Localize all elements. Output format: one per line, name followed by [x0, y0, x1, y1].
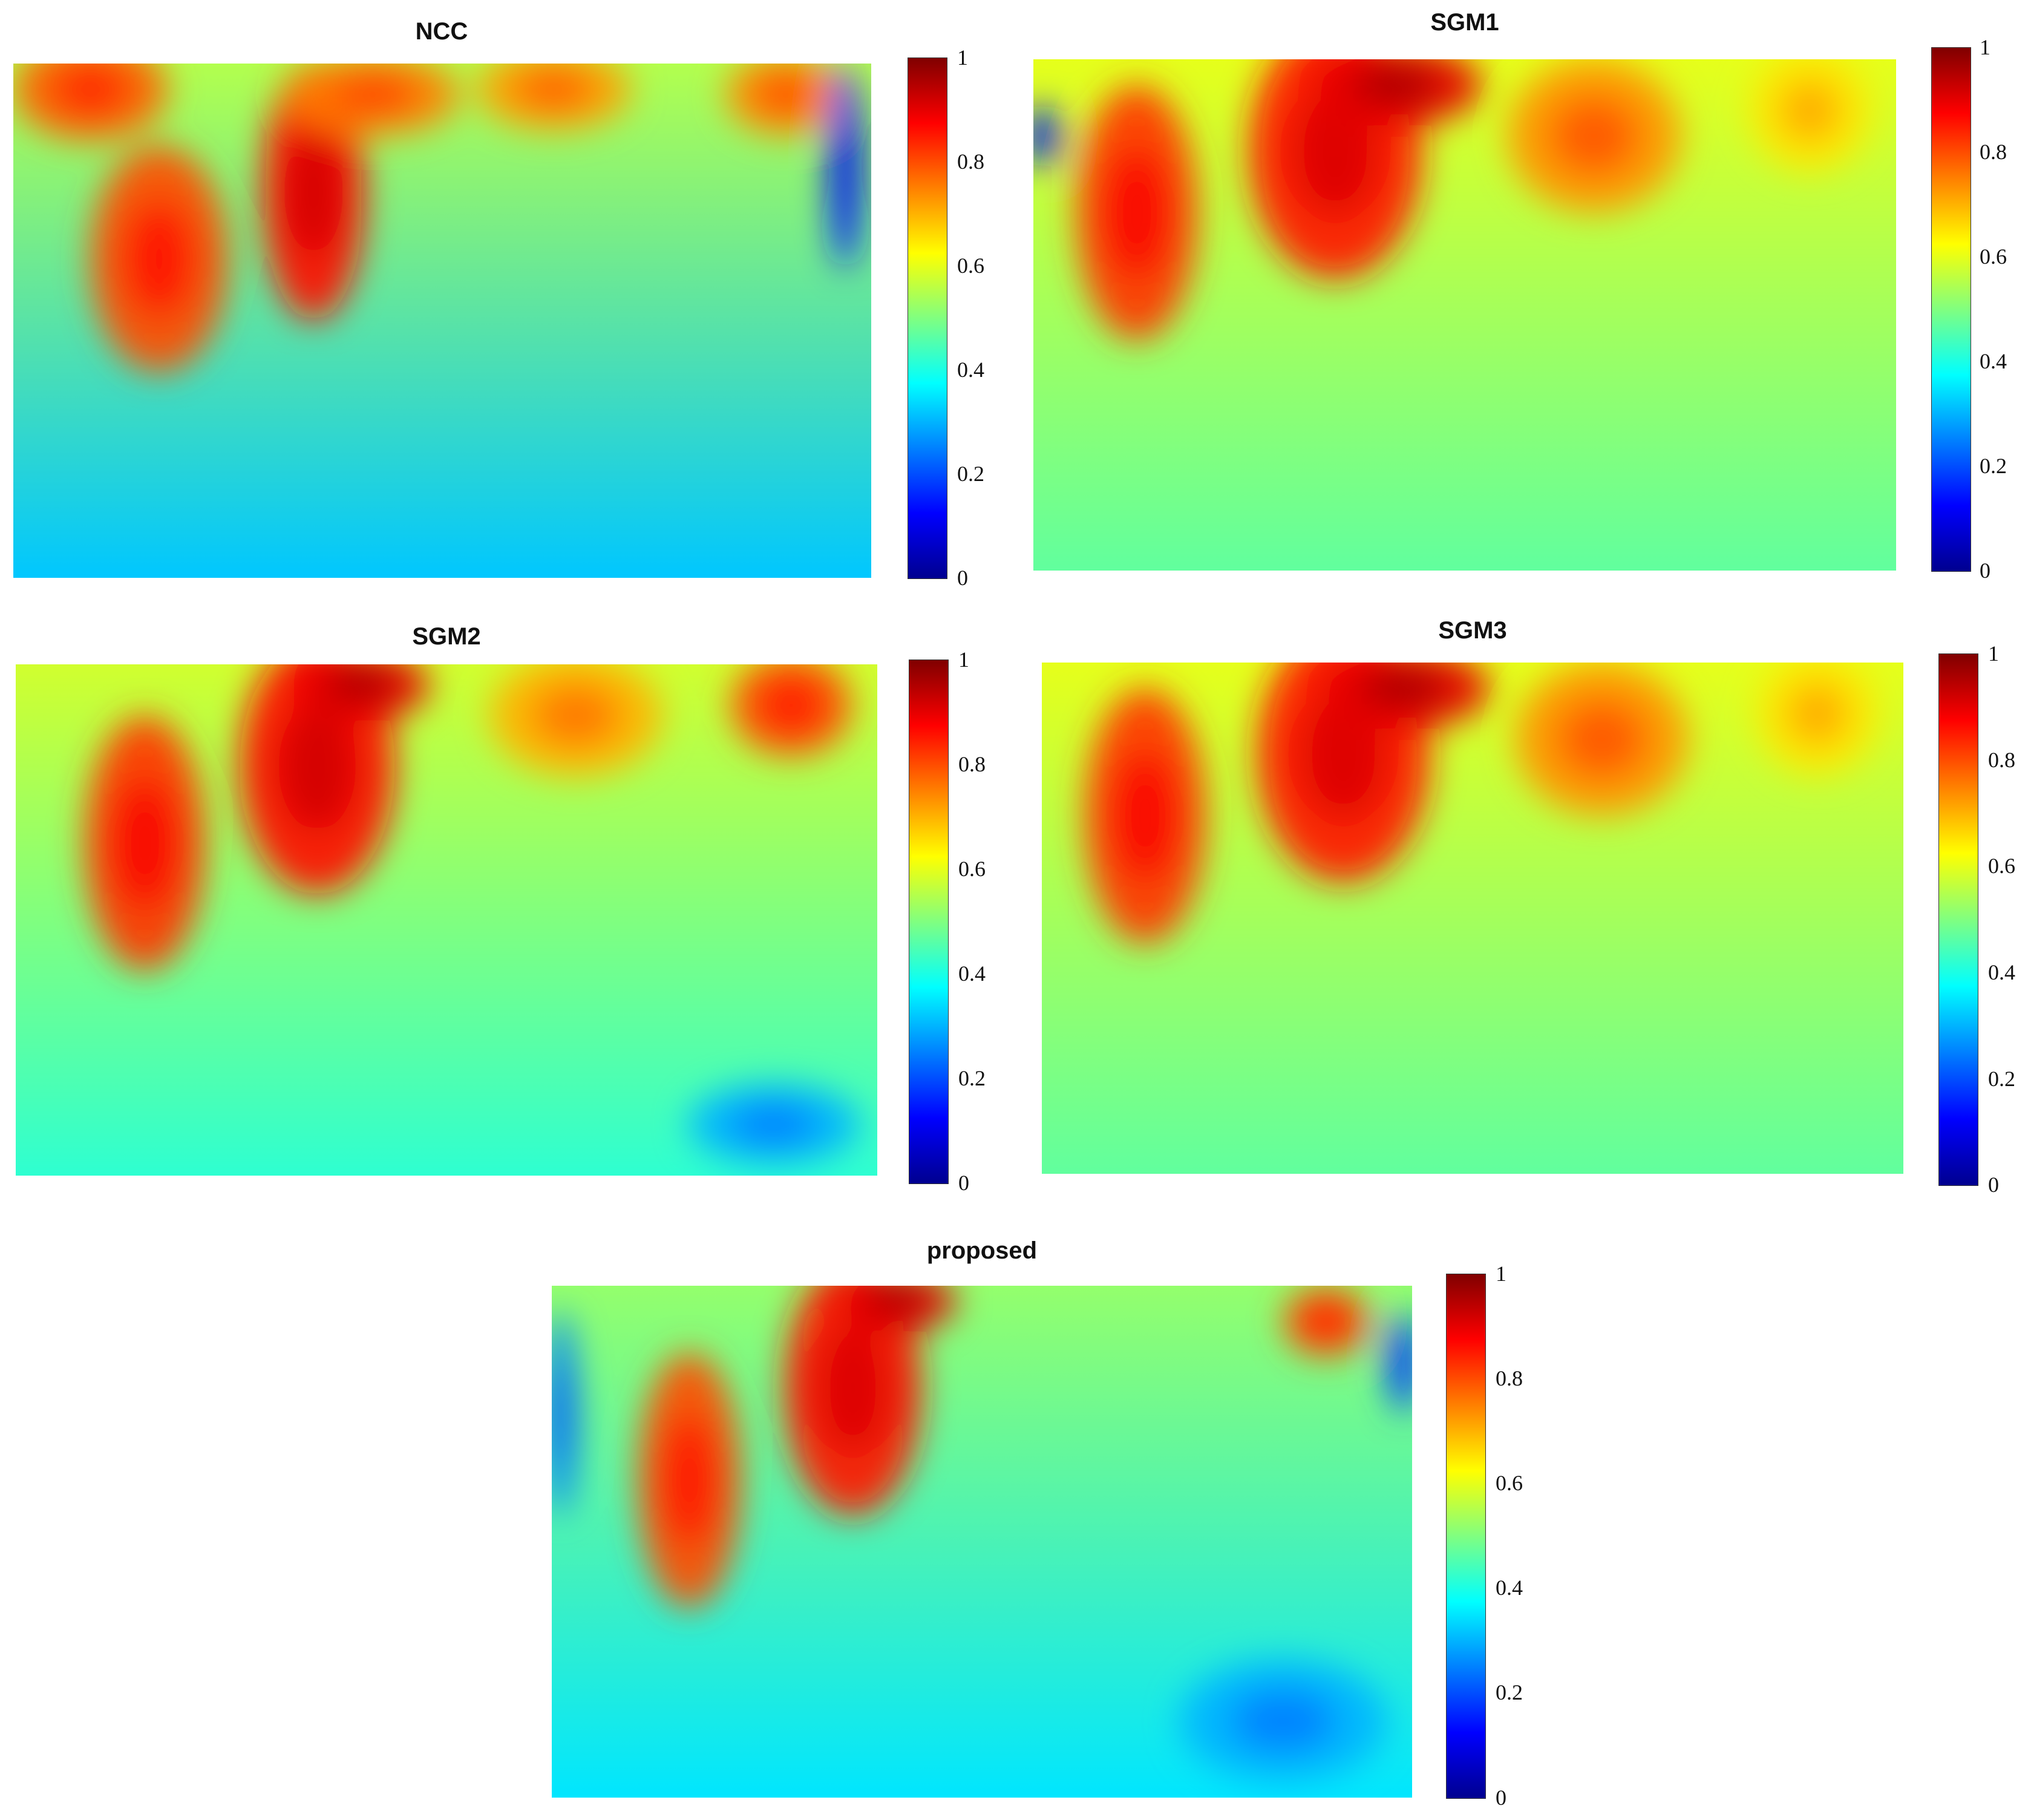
heatmap-region-core [114, 779, 175, 908]
colorbar-tick-label: 1 [958, 647, 969, 672]
colorbar-tick-label: 1 [1980, 35, 1990, 59]
colorbar-tick-label: 0.6 [1496, 1471, 1523, 1495]
colorbar-tick-label: 0.2 [958, 1066, 986, 1090]
heatmap-blob-group [84, 664, 860, 1166]
colorbar [1931, 47, 1971, 572]
heatmap-blob-group [552, 1286, 1412, 1782]
heatmap-image [16, 664, 877, 1176]
heatmap-blob-group [1033, 59, 1871, 341]
colorbar-tick-label: 1 [957, 45, 968, 70]
colorbar-tick-label: 1 [1496, 1262, 1506, 1286]
heatmap-region-core [1107, 148, 1168, 277]
colorbar-tick-label: 0.6 [957, 254, 984, 278]
colorbar-tick-label: 0.4 [1496, 1576, 1523, 1600]
heatmap-region-core [1304, 1303, 1348, 1340]
colorbar-tick-label: 1 [1988, 641, 1999, 666]
colorbar [1938, 653, 1978, 1186]
heatmap-region-core [325, 667, 395, 703]
colorbar-tick-label: 0 [957, 566, 968, 590]
colorbar-tick-label: 0 [958, 1171, 969, 1195]
heatmap-region-core [1360, 667, 1447, 709]
colorbar-tick-label: 0.8 [958, 752, 986, 776]
colorbar-tick-label: 0.2 [1988, 1067, 2015, 1091]
heatmap-image [552, 1286, 1412, 1798]
heatmap-region-core [866, 1286, 926, 1317]
heatmap-region-core [837, 115, 854, 218]
heatmap-region-core [552, 1362, 569, 1465]
colorbar-tick-label: 0.4 [957, 358, 984, 382]
colorbar-tick-label: 0.2 [1496, 1680, 1523, 1704]
heatmap-region-core [1395, 1337, 1412, 1389]
colorbar-tick-label: 0.6 [1988, 854, 2015, 878]
colorbar-tick-label: 0.4 [958, 961, 986, 986]
heatmap-region-core [663, 1416, 716, 1545]
heatmap-region-core [287, 128, 339, 257]
heatmap-title: SGM2 [412, 623, 481, 650]
colorbar [909, 660, 949, 1184]
heatmap-blob-group [1085, 663, 1878, 944]
heatmap-region-core [1779, 79, 1840, 142]
colorbar-tick-label: 0.8 [1980, 140, 2007, 164]
heatmap-region-core [760, 679, 822, 731]
heatmap-title: proposed [926, 1237, 1038, 1264]
colorbar-tick-label: 0.8 [1496, 1366, 1523, 1390]
colorbar-tick-label: 0.4 [1980, 349, 2007, 373]
heatmap-title: SGM3 [1438, 617, 1507, 644]
colorbar-tick-label: 0 [1980, 558, 1990, 583]
colorbar-tick-label: 0 [1988, 1173, 1999, 1197]
colorbar [1446, 1274, 1486, 1799]
colorbar-tick-label: 0.2 [1980, 454, 2007, 478]
heatmap-blob-group [13, 64, 863, 372]
colorbar-tick-label: 0.6 [1980, 244, 2007, 269]
heatmap-region-core [515, 68, 593, 110]
heatmap-image [1033, 59, 1896, 571]
heatmap-region-core [1115, 751, 1176, 880]
colorbar-tick-label: 0 [1496, 1786, 1506, 1810]
heatmap-region-core [330, 74, 417, 115]
heatmap-region-core [818, 1324, 888, 1452]
heatmap-title: NCC [415, 18, 468, 45]
colorbar-tick-label: 0.2 [957, 462, 984, 486]
heatmap-region-core [1787, 682, 1848, 745]
colorbar-tick-label: 0.8 [1988, 748, 2015, 772]
heatmap-region-core [125, 202, 194, 316]
heatmap-region-core [1231, 1690, 1335, 1752]
heatmap-region-core [1559, 701, 1645, 778]
heatmap-title: SGM1 [1430, 9, 1499, 36]
heatmap-region-core [532, 684, 619, 747]
heatmap-region-core [730, 1104, 817, 1145]
colorbar-tick-label: 0.8 [957, 149, 984, 174]
heatmap-region-core [51, 64, 129, 115]
heatmap-image [1042, 663, 1903, 1174]
heatmap-region-core [1033, 120, 1051, 152]
heatmap-region-core [1551, 97, 1638, 175]
heatmap-image [13, 64, 871, 578]
colorbar-tick-label: 0.6 [958, 857, 986, 881]
colorbar [908, 57, 947, 579]
colorbar-tick-label: 0.4 [1988, 960, 2015, 984]
heatmap-region-core [278, 702, 356, 831]
heatmap-region-core [755, 74, 816, 115]
heatmap-region-core [1352, 64, 1439, 106]
